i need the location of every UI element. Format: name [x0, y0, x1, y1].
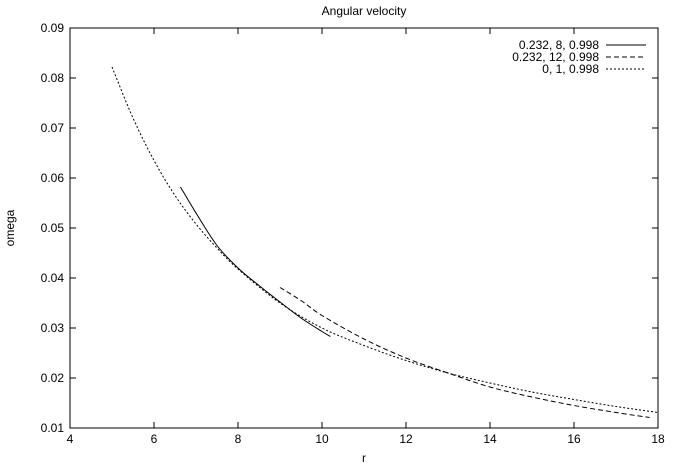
plot-frame — [69, 27, 659, 429]
y-tick-label: 0.01 — [41, 421, 65, 435]
x-axis: 4 6 8 10 12 14 16 18 — [67, 28, 665, 446]
y-tick-label: 0.03 — [41, 321, 65, 335]
x-tick-label: 10 — [315, 432, 329, 446]
y-tick-label: 0.02 — [41, 371, 65, 385]
x-tick-label: 6 — [151, 432, 158, 446]
x-tick-label: 8 — [235, 432, 242, 446]
x-tick-label: 18 — [651, 432, 665, 446]
y-tick-label: 0.06 — [41, 171, 65, 185]
series-lines — [111, 66, 659, 418]
x-axis-title: r — [362, 451, 366, 464]
series-line-2 — [279, 287, 650, 418]
x-tick-label: 16 — [567, 432, 581, 446]
y-tick-label: 0.09 — [41, 21, 65, 35]
y-axis: 0.01 0.02 0.03 0.04 0.05 0.06 0.07 0.08 0.09 — [41, 21, 658, 435]
y-tick-label: 0.04 — [41, 271, 65, 285]
series-line-1 — [180, 186, 331, 337]
legend-label-3: 0, 1, 0.998 — [542, 62, 599, 76]
y-tick-label: 0.07 — [41, 121, 65, 135]
x-tick-label: 4 — [67, 432, 74, 446]
y-axis-title: omega — [3, 209, 17, 246]
x-tick-label: 12 — [399, 432, 413, 446]
legend-label-2: 0.232, 12, 0.998 — [512, 50, 599, 64]
legend-label-1: 0.232, 8, 0.998 — [519, 38, 599, 52]
series-line-3 — [111, 66, 659, 413]
x-tick-label: 14 — [483, 432, 497, 446]
y-tick-label: 0.08 — [41, 71, 65, 85]
y-tick-label: 0.05 — [41, 221, 65, 235]
chart-title: Angular velocity — [322, 4, 407, 18]
